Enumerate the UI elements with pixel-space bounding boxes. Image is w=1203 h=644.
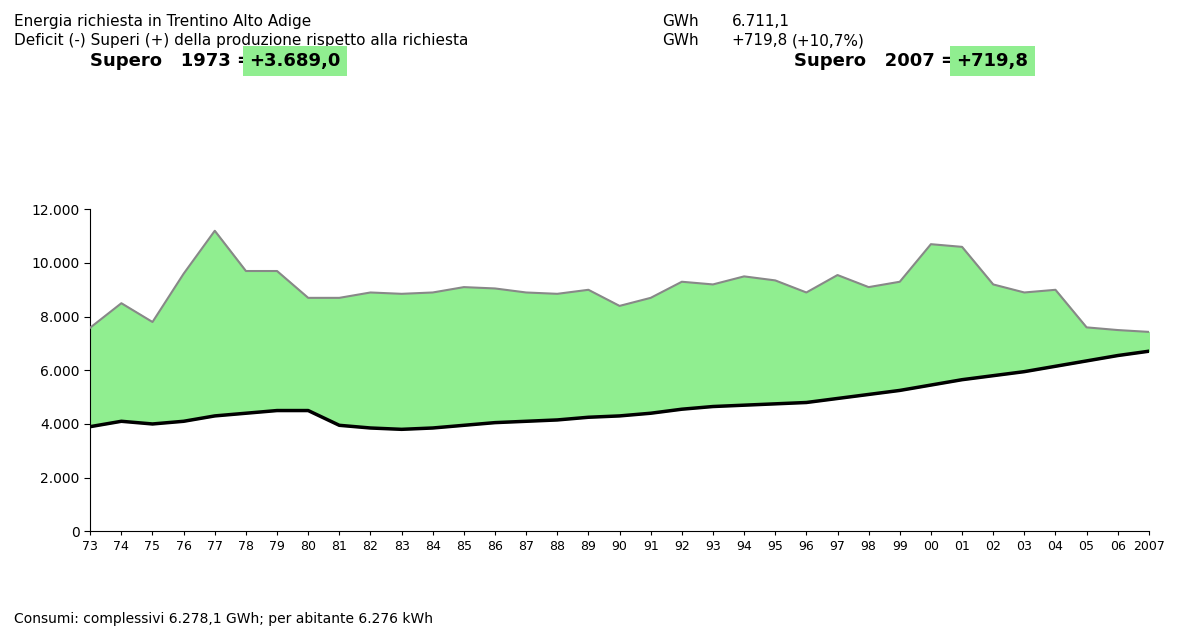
Text: Supero   2007 =: Supero 2007 = — [794, 52, 956, 70]
Text: 6.711,1: 6.711,1 — [731, 14, 789, 29]
Text: GWh: GWh — [662, 33, 698, 48]
Text: Supero   1973 =: Supero 1973 = — [90, 52, 253, 70]
Text: +719,8: +719,8 — [731, 33, 788, 48]
Text: +719,8: +719,8 — [956, 52, 1029, 70]
Text: +3.689,0: +3.689,0 — [249, 52, 340, 70]
Text: Consumi: complessivi 6.278,1 GWh; per abitante 6.276 kWh: Consumi: complessivi 6.278,1 GWh; per ab… — [14, 612, 433, 626]
Text: GWh: GWh — [662, 14, 698, 29]
Text: (+10,7%): (+10,7%) — [792, 33, 865, 48]
Text: Deficit (-) Superi (+) della produzione rispetto alla richiesta: Deficit (-) Superi (+) della produzione … — [14, 33, 469, 48]
Text: Energia richiesta in Trentino Alto Adige: Energia richiesta in Trentino Alto Adige — [14, 14, 312, 29]
